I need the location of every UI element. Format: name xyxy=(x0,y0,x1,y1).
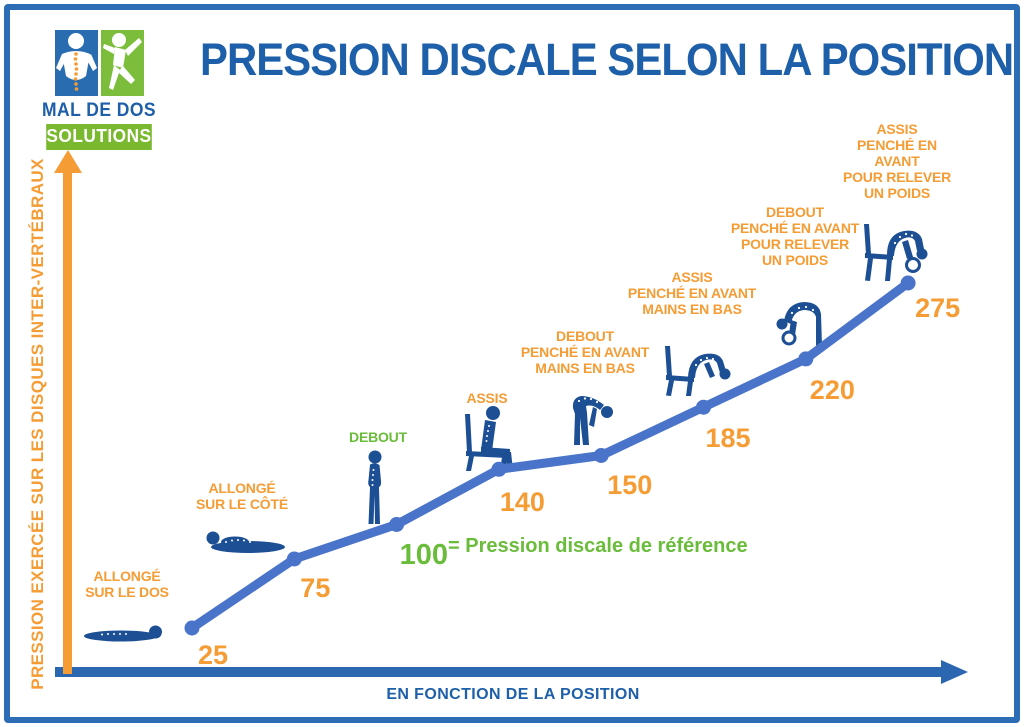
pressure-value: 100 xyxy=(399,538,448,571)
position-label: DEBOUT PENCHÉ EN AVANT POUR RELEVER UN P… xyxy=(730,204,860,268)
page-title: PRESSION DISCALE SELON LA POSITION xyxy=(200,34,1014,85)
x-axis-label: EN FONCTION DE LA POSITION xyxy=(386,686,640,703)
logo-brand-name: MAL DE DOS xyxy=(41,100,157,121)
reference-note: = Pression discale de référence xyxy=(448,535,748,557)
pressure-value: 220 xyxy=(809,374,855,405)
position-label: DEBOUT xyxy=(349,429,407,445)
logo-back-figure-icon xyxy=(54,30,98,96)
data-point-25 xyxy=(184,620,200,636)
data-point-140 xyxy=(491,461,507,477)
sitting-icon xyxy=(452,402,524,472)
position-label: ALLONGÉ SUR LE CÔTÉ xyxy=(196,480,288,512)
lying-on-side-icon xyxy=(203,518,287,558)
y-axis-arrow xyxy=(63,170,72,674)
data-point-100 xyxy=(389,517,405,532)
lying-on-back-icon xyxy=(82,614,166,646)
x-axis-arrowhead-icon xyxy=(941,660,968,684)
position-label: ASSIS PENCHÉ EN AVANT POUR RELEVER UN PO… xyxy=(842,121,952,201)
data-point-75 xyxy=(286,551,302,567)
data-point-275 xyxy=(900,275,916,291)
sitting-lifting-weight-icon xyxy=(860,220,936,284)
position-label: ASSIS xyxy=(466,390,508,406)
pressure-value: 150 xyxy=(607,469,653,500)
x-axis-arrow xyxy=(55,667,943,677)
logo-mark xyxy=(37,30,161,96)
logo-active-figure-icon xyxy=(100,30,144,96)
logo-brand-sub: SOLUTIONS xyxy=(46,124,152,150)
position-label: ASSIS PENCHÉ EN AVANT MAINS EN BAS xyxy=(627,269,757,317)
pressure-line xyxy=(187,278,913,633)
pressure-value: 185 xyxy=(705,423,751,454)
position-label: DEBOUT PENCHÉ EN AVANT MAINS EN BAS xyxy=(520,328,650,376)
standing-icon xyxy=(356,448,392,528)
position-label: ALLONGÉ SUR LE DOS xyxy=(85,568,169,600)
pressure-value: 275 xyxy=(915,293,961,323)
logo: MAL DE DOS SOLUTIONS xyxy=(37,30,161,150)
y-axis-arrowhead-icon xyxy=(54,150,82,173)
standing-bent-forward-icon xyxy=(561,382,619,448)
standing-lifting-weight-icon xyxy=(768,294,832,350)
pressure-value: 75 xyxy=(300,573,331,603)
sitting-bent-forward-icon xyxy=(660,344,738,398)
data-point-220 xyxy=(798,351,814,367)
pressure-value: 140 xyxy=(499,487,545,518)
data-point-150 xyxy=(593,448,609,463)
pressure-value: 25 xyxy=(198,640,229,670)
data-point-185 xyxy=(696,399,711,415)
